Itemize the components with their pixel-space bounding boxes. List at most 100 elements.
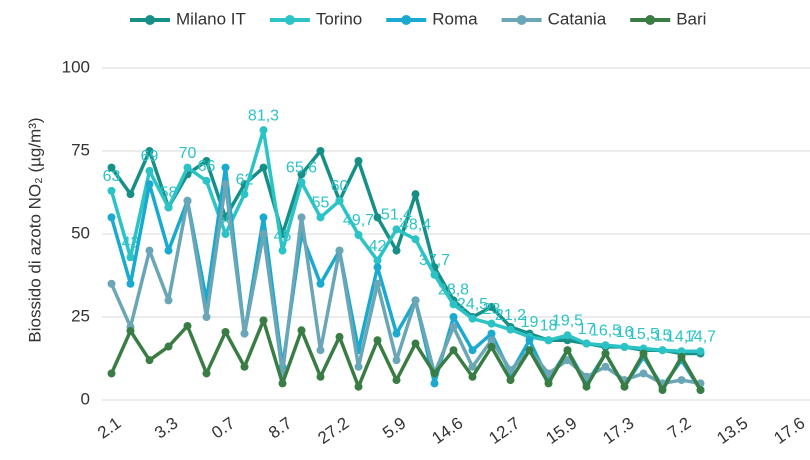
- data-point: [221, 327, 230, 336]
- data-point: [240, 329, 249, 338]
- data-point: [335, 196, 344, 205]
- data-point: [677, 352, 686, 361]
- data-point: [107, 186, 116, 195]
- data-label: 37,7: [419, 252, 450, 269]
- data-point: [658, 346, 667, 355]
- data-point: [221, 230, 230, 238]
- data-label: 21,2: [495, 307, 526, 324]
- data-point: [202, 156, 211, 165]
- data-point: [468, 362, 477, 371]
- x-tick-label: 5.9: [379, 413, 409, 442]
- data-point: [392, 246, 401, 255]
- data-point: [487, 329, 496, 338]
- data-point: [354, 230, 363, 239]
- data-label: 60: [331, 178, 349, 195]
- data-point: [525, 336, 534, 345]
- data-point: [582, 339, 591, 348]
- data-label: 69: [141, 148, 159, 165]
- legend-marker: [645, 15, 656, 25]
- legend-label: Bari: [676, 9, 706, 28]
- data-point: [544, 336, 553, 345]
- data-point: [164, 203, 173, 212]
- legend-item: Milano IT: [130, 9, 246, 28]
- data-point: [411, 296, 420, 305]
- data-point: [107, 213, 116, 222]
- data-point: [164, 296, 173, 305]
- data-label: 66: [198, 158, 216, 175]
- data-point: [183, 196, 192, 205]
- x-tick-label: 13.5: [713, 413, 751, 448]
- legend-marker: [401, 15, 412, 25]
- data-label: 14,7: [685, 328, 716, 345]
- legend-label: Milano IT: [176, 9, 246, 28]
- data-point: [373, 256, 382, 265]
- x-tick-label: 2.1: [94, 413, 124, 442]
- data-point: [278, 246, 287, 255]
- data-point: [487, 336, 496, 345]
- data-point: [316, 346, 325, 355]
- data-point: [107, 369, 116, 378]
- x-tick-label: 3.3: [151, 413, 181, 442]
- data-point: [316, 213, 325, 222]
- data-point: [411, 235, 420, 244]
- data-point: [449, 313, 458, 321]
- data-point: [392, 356, 401, 365]
- data-label: 15,5: [628, 326, 659, 343]
- data-point: [430, 270, 439, 279]
- data-point: [202, 369, 211, 378]
- data-point: [601, 349, 610, 358]
- legend-label: Roma: [432, 9, 478, 28]
- data-label: 55: [312, 195, 330, 212]
- data-point: [563, 356, 572, 365]
- x-tick-label: 15.9: [542, 413, 580, 448]
- y-tick-label: 0: [81, 389, 90, 408]
- data-point: [468, 372, 477, 381]
- data-point: [126, 279, 135, 288]
- data-label: 28,8: [438, 282, 469, 299]
- data-point: [582, 382, 591, 391]
- data-point: [544, 379, 553, 388]
- y-tick-label: 50: [71, 223, 90, 242]
- data-point: [145, 180, 154, 189]
- data-point: [259, 316, 268, 325]
- data-label: 51,4: [381, 207, 412, 224]
- data-label: 45: [274, 228, 292, 245]
- data-point: [259, 213, 268, 222]
- data-point: [601, 341, 610, 350]
- data-point: [373, 336, 382, 345]
- data-point: [202, 176, 211, 185]
- legend-marker: [145, 15, 155, 25]
- data-point: [620, 342, 629, 351]
- data-point: [430, 369, 439, 378]
- x-tick-label: 8.7: [265, 413, 295, 442]
- data-point: [563, 346, 572, 355]
- data-point: [354, 362, 363, 371]
- data-label: 62: [236, 171, 254, 188]
- data-label: 24,5: [457, 296, 488, 313]
- data-point: [468, 346, 477, 355]
- data-point: [164, 246, 173, 255]
- data-point: [639, 349, 648, 358]
- x-tick-label: 27.2: [314, 413, 352, 448]
- data-label: 42: [369, 238, 387, 255]
- data-point: [411, 339, 420, 348]
- data-label: 14,7: [666, 328, 697, 345]
- data-point: [221, 180, 230, 189]
- x-tick-label: 0.7: [208, 413, 238, 442]
- data-point: [392, 376, 401, 385]
- data-point: [582, 372, 591, 381]
- data-label: 63: [103, 168, 121, 185]
- data-point: [563, 331, 572, 340]
- data-point: [126, 190, 135, 199]
- data-point: [373, 263, 382, 272]
- data-point: [677, 376, 686, 385]
- data-point: [696, 347, 705, 356]
- data-point: [449, 346, 458, 355]
- data-label: 65,6: [286, 159, 317, 176]
- data-point: [506, 325, 515, 334]
- data-point: [126, 326, 135, 335]
- data-point: [126, 253, 135, 262]
- data-point: [639, 369, 648, 378]
- data-point: [278, 379, 287, 388]
